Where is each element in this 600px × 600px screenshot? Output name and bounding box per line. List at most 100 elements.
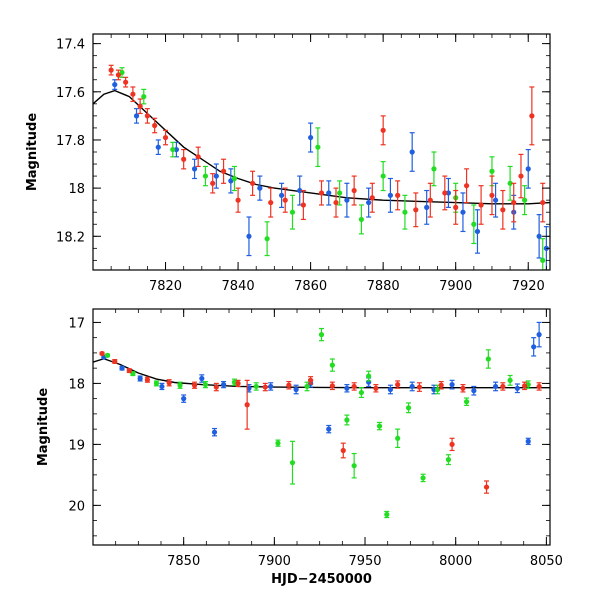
data-marker <box>173 146 180 153</box>
data-point <box>246 216 252 257</box>
data-marker <box>344 417 350 423</box>
data-marker <box>268 199 274 206</box>
data-point <box>463 397 470 406</box>
data-point <box>99 350 105 357</box>
data-point <box>153 380 160 387</box>
data-point <box>293 384 299 395</box>
data-marker <box>115 72 121 78</box>
data-point <box>395 380 401 389</box>
data-marker <box>300 202 306 208</box>
data-marker <box>351 463 357 469</box>
data-marker <box>340 447 346 454</box>
data-marker <box>329 362 335 368</box>
data-marker <box>492 383 499 390</box>
data-point <box>257 175 263 201</box>
data-marker <box>522 197 528 203</box>
data-point <box>376 421 383 431</box>
data-point <box>474 209 481 254</box>
data-marker <box>536 383 542 390</box>
data-marker <box>402 209 408 215</box>
data-point <box>536 382 542 391</box>
data-marker <box>420 475 426 481</box>
data-point <box>514 383 520 394</box>
data-point <box>536 321 542 348</box>
data-point <box>191 381 198 389</box>
data-point <box>126 367 132 374</box>
x-axis-title: HJD−2450000 <box>271 572 372 587</box>
data-marker <box>376 423 383 429</box>
data-point <box>445 177 452 208</box>
data-marker <box>431 386 437 393</box>
data-marker <box>522 383 528 389</box>
data-point <box>286 380 292 390</box>
plot-frame <box>92 308 551 546</box>
data-marker <box>264 236 270 242</box>
data-marker <box>413 207 419 213</box>
data-marker <box>166 380 172 386</box>
data-point <box>344 182 350 218</box>
data-point <box>119 365 125 371</box>
data-marker <box>130 91 136 97</box>
data-point <box>231 165 238 192</box>
data-point <box>199 374 205 383</box>
data-marker <box>395 192 401 198</box>
data-marker <box>170 146 176 153</box>
data-series-0 <box>101 321 542 445</box>
data-marker <box>525 166 531 172</box>
data-marker <box>211 429 218 435</box>
y-tick-label: 18 <box>68 377 85 392</box>
data-marker <box>337 190 343 196</box>
data-point <box>445 454 452 466</box>
data-point <box>279 182 285 208</box>
data-marker <box>213 384 219 390</box>
data-marker <box>471 221 477 227</box>
data-marker <box>507 377 513 383</box>
data-marker <box>536 233 542 239</box>
data-marker <box>489 192 495 198</box>
y-tick-label: 17 <box>68 316 85 331</box>
data-point <box>228 168 234 194</box>
data-point <box>235 379 241 388</box>
data-marker <box>220 382 227 388</box>
data-point <box>507 165 513 201</box>
data-marker <box>318 332 325 338</box>
data-marker <box>202 382 209 388</box>
data-point <box>453 189 459 225</box>
data-point <box>262 382 268 392</box>
data-marker <box>460 385 466 391</box>
data-point <box>409 132 415 172</box>
data-point <box>518 153 524 199</box>
y-tick-label: 17.8 <box>56 134 85 149</box>
data-marker <box>525 438 531 444</box>
data-point <box>460 384 466 393</box>
plot-area <box>93 321 550 519</box>
y-tick-label: 18 <box>68 182 85 197</box>
data-marker <box>434 386 441 393</box>
data-point <box>483 480 490 494</box>
data-marker <box>297 187 303 194</box>
data-point <box>195 146 201 168</box>
data-point <box>155 139 161 156</box>
data-marker <box>409 383 415 390</box>
data-marker <box>137 375 143 382</box>
data-marker <box>540 199 546 206</box>
data-marker <box>235 380 241 386</box>
data-marker <box>282 197 288 203</box>
data-point <box>318 327 325 342</box>
data-marker <box>529 113 535 119</box>
data-point <box>529 86 535 146</box>
y-tick-label: 19 <box>68 438 85 453</box>
data-marker <box>373 385 379 391</box>
data-point <box>366 370 372 382</box>
data-marker <box>445 190 452 196</box>
data-point <box>318 180 325 206</box>
data-marker <box>181 396 187 402</box>
data-marker <box>492 197 499 203</box>
data-series-0 <box>112 79 549 270</box>
data-marker <box>249 180 256 186</box>
data-point <box>133 108 140 124</box>
data-marker <box>507 180 513 186</box>
data-point <box>329 358 335 372</box>
data-point <box>220 380 227 389</box>
